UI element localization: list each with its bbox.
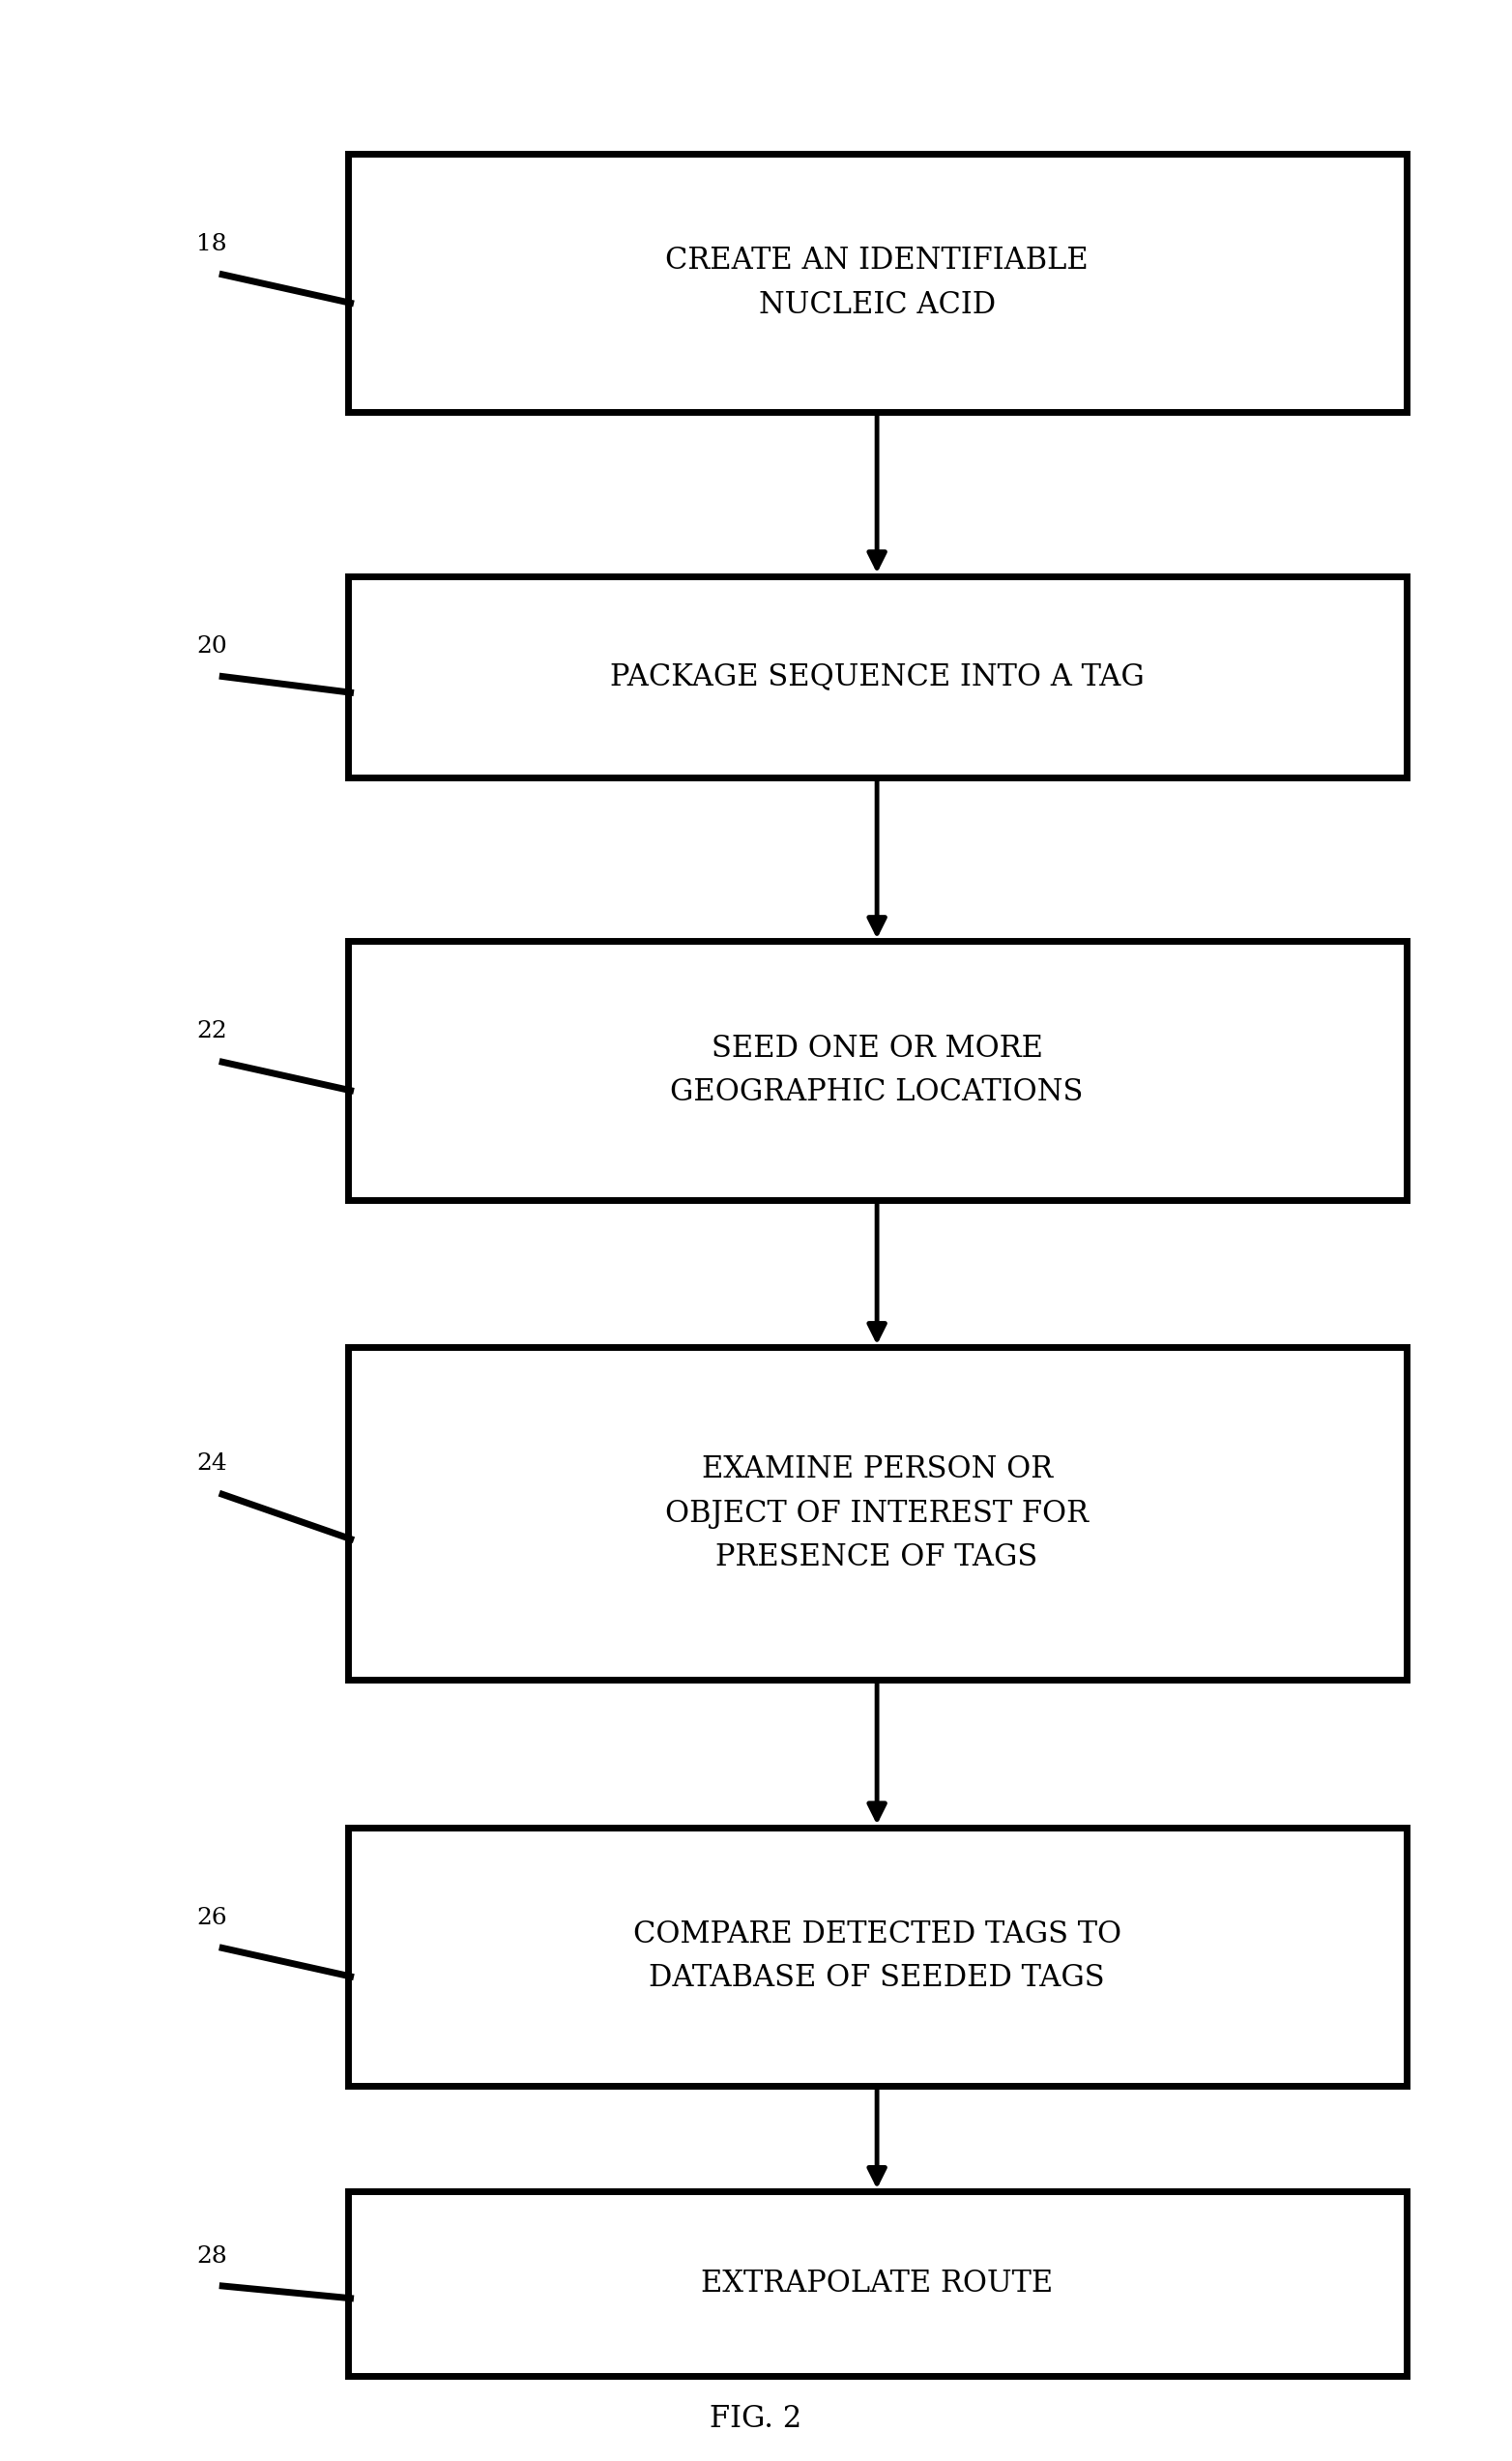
Text: 26: 26 — [197, 1907, 227, 1929]
Text: SEED ONE OR MORE
GEOGRAPHIC LOCATIONS: SEED ONE OR MORE GEOGRAPHIC LOCATIONS — [670, 1034, 1084, 1107]
Text: FIG. 2: FIG. 2 — [711, 2404, 801, 2434]
Text: EXAMINE PERSON OR
OBJECT OF INTEREST FOR
PRESENCE OF TAGS: EXAMINE PERSON OR OBJECT OF INTEREST FOR… — [665, 1454, 1089, 1573]
Text: 18: 18 — [197, 234, 227, 256]
Bar — [348, 943, 1406, 1201]
Text: 24: 24 — [197, 1452, 227, 1474]
Bar — [348, 576, 1406, 778]
Text: EXTRAPOLATE ROUTE: EXTRAPOLATE ROUTE — [702, 2269, 1052, 2299]
Bar — [348, 1826, 1406, 2087]
Text: 22: 22 — [197, 1021, 227, 1043]
Text: CREATE AN IDENTIFIABLE
NUCLEIC ACID: CREATE AN IDENTIFIABLE NUCLEIC ACID — [665, 246, 1089, 320]
Text: COMPARE DETECTED TAGS TO
DATABASE OF SEEDED TAGS: COMPARE DETECTED TAGS TO DATABASE OF SEE… — [634, 1920, 1120, 1993]
Bar — [348, 1346, 1406, 1678]
Text: 28: 28 — [197, 2244, 227, 2267]
Bar — [348, 153, 1406, 411]
Bar — [348, 2193, 1406, 2377]
Text: 20: 20 — [197, 635, 227, 657]
Text: PACKAGE SEQUENCE INTO A TAG: PACKAGE SEQUENCE INTO A TAG — [609, 662, 1145, 692]
